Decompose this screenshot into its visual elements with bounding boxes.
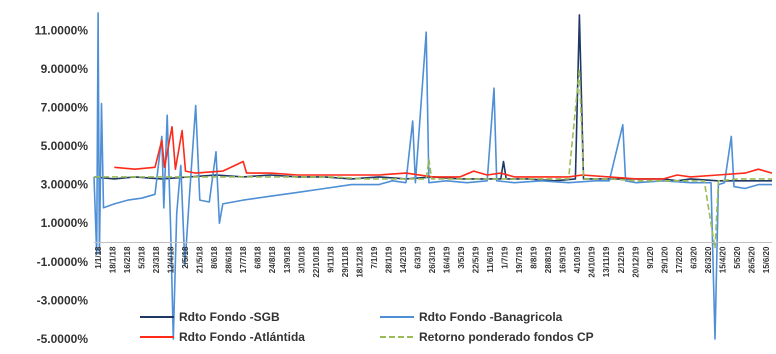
x-tick-label: 26/5/20 — [747, 246, 756, 273]
x-tick-label: 26/3/19 — [428, 246, 437, 273]
y-axis: -5.0000% -3.0000% -1.0000% 1.0000% 3.0000% 5.… — [35, 23, 89, 346]
y-tick-label: 5.0000% — [41, 139, 89, 153]
legend-label: Retorno ponderado fondos CP — [419, 330, 594, 344]
x-tick-label: 16/4/19 — [443, 246, 452, 273]
x-tick-label: 28/6/18 — [225, 246, 234, 273]
x-tick-label: 3/5/19 — [457, 246, 466, 269]
legend-label: Rdto Fondo -Banagricola — [419, 310, 563, 324]
series-line-2 — [114, 126, 773, 180]
series-line-1 — [93, 12, 772, 340]
x-tick-label: 22/5/19 — [472, 246, 481, 273]
legend-label: Rdto Fondo -SGB — [179, 310, 280, 324]
x-tick-label: 7/1/19 — [370, 246, 379, 269]
x-axis: 1/1/18 18/1/18 16/2/18 5/3/18 23/3/18 12/4/18… — [94, 242, 772, 278]
x-tick-label: 20/12/19 — [631, 246, 640, 278]
x-tick-label: 17/7/18 — [239, 246, 248, 273]
y-tick-label: -5.0000% — [37, 332, 89, 346]
x-tick-label: 16/9/19 — [559, 246, 568, 273]
x-tick-label: 1/1/18 — [94, 246, 103, 269]
x-tick-label: 11/6/19 — [486, 246, 495, 273]
y-tick-label: 7.0000% — [41, 100, 89, 114]
y-tick-label: -3.0000% — [37, 293, 89, 307]
x-tick-label: 6/3/19 — [413, 246, 422, 269]
x-tick-label: 14/2/19 — [399, 246, 408, 273]
y-tick-label: -1.0000% — [37, 255, 89, 269]
x-tick-label: 5/3/18 — [138, 246, 147, 269]
x-tick-label: 9/1/20 — [646, 246, 655, 269]
x-tick-label: 4/10/19 — [573, 246, 582, 273]
x-tick-label: 13/9/18 — [283, 246, 292, 273]
x-tick-label: 28/8/19 — [544, 246, 553, 273]
x-tick-label: 9/11/18 — [326, 246, 335, 273]
x-tick-label: 12/4/18 — [167, 246, 176, 273]
x-tick-label: 2/12/19 — [617, 246, 626, 273]
x-tick-label: 8/6/18 — [210, 246, 219, 269]
x-tick-label: 16/2/18 — [123, 246, 132, 273]
x-tick-label: 18/12/18 — [355, 246, 364, 278]
x-tick-label: 19/7/19 — [515, 246, 524, 273]
x-tick-label: 5/5/20 — [733, 246, 742, 269]
y-tick-label: 11.0000% — [35, 23, 89, 37]
x-tick-label: 2/5/18 — [181, 246, 190, 269]
x-tick-label: 22/10/18 — [312, 246, 321, 278]
series-line-0 — [93, 14, 772, 182]
y-tick-label: 3.0000% — [41, 178, 89, 192]
x-tick-label: 24/10/19 — [588, 246, 597, 278]
x-tick-label: 15/4/20 — [718, 246, 727, 273]
x-tick-label: 24/8/18 — [268, 246, 277, 273]
x-tick-label: 26/3/20 — [704, 246, 713, 273]
y-tick-label: 9.0000% — [41, 62, 89, 76]
x-tick-label: 17/2/20 — [675, 246, 684, 273]
x-tick-label: 6/8/18 — [254, 246, 263, 269]
x-tick-label: 13/11/19 — [602, 246, 611, 277]
legend: Rdto Fondo -SGB Rdto Fondo -Banagricola Rd… — [140, 310, 594, 344]
x-tick-label: 23/3/18 — [152, 246, 161, 273]
x-tick-label: 28/1/19 — [384, 246, 393, 273]
y-tick-label: 1.0000% — [41, 216, 89, 230]
x-tick-label: 1/7/19 — [501, 246, 510, 269]
x-tick-label: 21/5/18 — [196, 246, 205, 273]
x-tick-label: 29/1/20 — [660, 246, 669, 273]
x-tick-label: 6/3/20 — [689, 246, 698, 269]
x-tick-label: 8/8/19 — [530, 246, 539, 269]
x-tick-label: 18/1/18 — [109, 246, 118, 273]
x-tick-label: 15/6/20 — [762, 246, 771, 273]
series-line-3 — [94, 68, 772, 250]
x-tick-label: 3/10/18 — [297, 246, 306, 273]
legend-label: Rdto Fondo -Atlántida — [179, 330, 305, 344]
x-tick-label: 29/11/18 — [341, 246, 350, 277]
plot-area — [93, 12, 773, 340]
